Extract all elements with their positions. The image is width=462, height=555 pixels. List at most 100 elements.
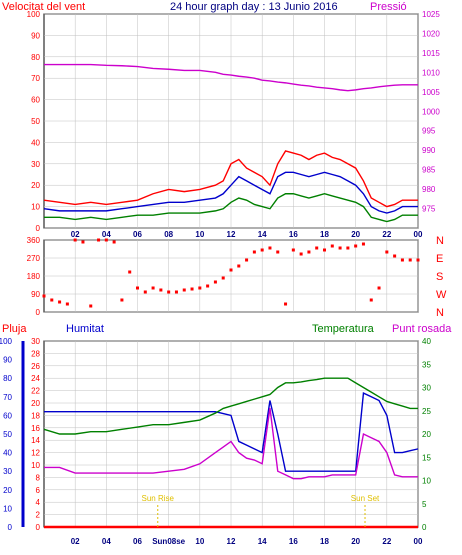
compass-label: N: [436, 235, 444, 247]
blue-series-line: [43, 171, 418, 214]
rain-tick-label: 60: [3, 411, 12, 420]
wind-speed-tick-label: 50: [31, 117, 40, 126]
compass-label: S: [436, 271, 443, 283]
pressure-tick-label: 975: [422, 205, 436, 214]
compass-label: N: [436, 307, 444, 319]
direction-point: [338, 246, 342, 250]
wind-speed-tick-label: 10: [31, 203, 40, 212]
wind-speed-tick-label: 80: [31, 53, 40, 62]
temperature-tick-label: 30: [422, 384, 431, 393]
compass-label: E: [436, 253, 443, 265]
compass-label: W: [436, 289, 447, 301]
direction-point: [408, 258, 412, 262]
hour-tick-label: 14: [258, 230, 267, 239]
temperature-tick-label: 10: [422, 477, 431, 486]
direction-point: [190, 287, 194, 291]
direction-point: [213, 280, 217, 284]
hour-tick-label: 16: [289, 230, 298, 239]
wind-panel-grid: [44, 13, 419, 229]
rain-tick-label: 80: [3, 374, 12, 383]
hour-tick-label: 16: [289, 537, 298, 546]
dewpoint-axis-title: Punt rosada: [392, 323, 452, 335]
hour-tick-label: 00: [414, 230, 423, 239]
direction-point: [50, 298, 54, 302]
page-title: 24 hour graph day : 13 Junio 2016: [170, 1, 338, 13]
hour-tick-label: Sun08se: [152, 537, 185, 546]
direction-point: [174, 290, 178, 294]
direction-point: [65, 302, 69, 306]
hour-tick-label: 22: [382, 230, 391, 239]
humidity-tick-label: 20: [31, 399, 40, 408]
direction-point: [136, 286, 139, 290]
humidity-tick-label: 2: [36, 511, 41, 520]
direction-point: [128, 270, 132, 274]
direction-point: [151, 286, 155, 290]
humidity-panel-ticks: 0102030405060708090100024681012141618202…: [0, 337, 431, 546]
wind-speed-tick-label: 30: [31, 160, 40, 169]
direction-point: [284, 302, 288, 306]
dewpoint-series-line: [44, 407, 418, 480]
wind-speed-tick-label: 20: [31, 181, 40, 190]
rain-tick-label: 50: [3, 430, 12, 439]
direction-point: [307, 250, 311, 254]
rain-tick-label: 30: [3, 467, 12, 476]
hour-tick-label: 18: [320, 230, 329, 239]
hour-tick-label: 06: [133, 230, 142, 239]
direction-point: [89, 304, 93, 308]
direction-tick-label: 0: [36, 308, 41, 317]
hour-tick-label: 00: [414, 537, 423, 546]
temperature-tick-label: 15: [422, 453, 431, 462]
humidity-axis-title: Humitat: [66, 323, 104, 335]
direction-point: [393, 254, 397, 258]
hour-tick-label: 18: [320, 537, 329, 546]
direction-point: [400, 258, 404, 262]
direction-point: [120, 298, 124, 302]
direction-point: [112, 240, 116, 244]
humidity-tick-label: 16: [31, 424, 40, 433]
temperature-tick-label: 5: [422, 500, 427, 509]
wind-speed-tick-label: 40: [31, 138, 40, 147]
direction-point: [81, 240, 85, 244]
direction-point: [182, 288, 186, 292]
direction-point: [252, 250, 256, 254]
hour-tick-label: 10: [195, 537, 204, 546]
direction-point: [229, 268, 233, 272]
rain-tick-label: 40: [3, 449, 12, 458]
pressure-tick-label: 990: [422, 146, 436, 155]
wind-panel-ticks: 0102030405060708090100975980985990995100…: [27, 10, 441, 239]
temperature-axis-title: Temperatura: [312, 323, 375, 335]
direction-point: [291, 248, 295, 252]
direction-point: [377, 286, 381, 290]
pressure-tick-label: 1020: [422, 29, 440, 38]
humidity-tick-label: 12: [31, 449, 40, 458]
rain-axis-title: Pluja: [2, 323, 27, 335]
direction-point: [354, 244, 358, 248]
direction-point: [369, 298, 373, 302]
magenta-series-line: [44, 63, 418, 92]
direction-point: [268, 246, 272, 250]
direction-point: [206, 284, 210, 288]
pressure-tick-label: 1005: [422, 88, 440, 97]
rain-tick-label: 70: [3, 393, 12, 402]
direction-panel-grid: [44, 239, 419, 313]
hour-tick-label: 10: [195, 230, 204, 239]
direction-point: [167, 290, 171, 294]
humidity-tick-label: 10: [31, 461, 40, 470]
humidity-tick-label: 24: [31, 374, 40, 383]
pressure-tick-label: 980: [422, 185, 436, 194]
hour-tick-label: 08: [164, 230, 173, 239]
humidity-tick-label: 30: [31, 337, 40, 346]
direction-point: [73, 238, 77, 242]
humidity-panel-lines: [43, 377, 419, 529]
pressure-tick-label: 985: [422, 166, 436, 175]
rain-tick-label: 0: [8, 523, 13, 532]
hour-tick-label: 20: [351, 537, 360, 546]
direction-point: [346, 246, 350, 250]
humidity-tick-label: 26: [31, 362, 40, 371]
direction-tick-label: 270: [27, 254, 41, 263]
direction-point: [159, 288, 163, 292]
direction-tick-label: 360: [27, 236, 41, 245]
direction-point: [361, 242, 365, 246]
direction-point: [260, 248, 264, 252]
